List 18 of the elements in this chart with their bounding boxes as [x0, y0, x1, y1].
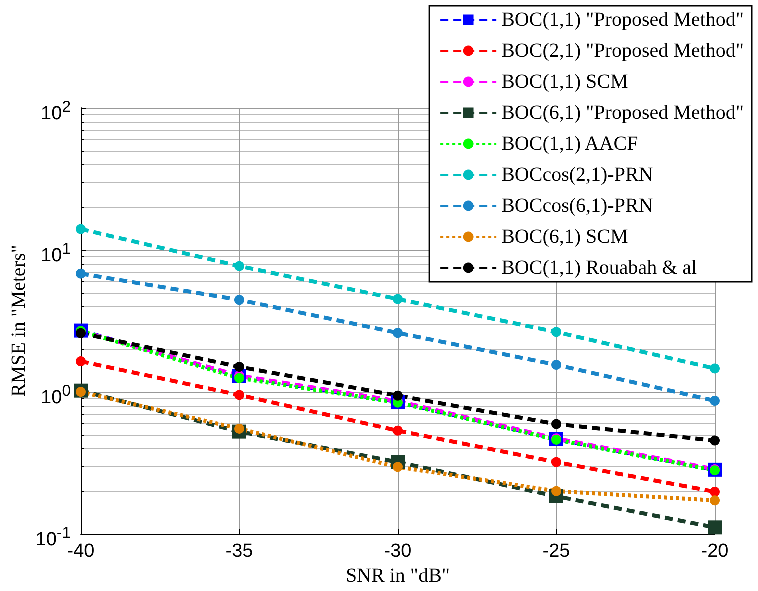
x-axis-title: SNR in "dB"	[346, 565, 450, 587]
legend-label: BOC(6,1) "Proposed Method"	[502, 102, 744, 124]
legend-label: BOC(2,1) "Proposed Method"	[502, 40, 744, 62]
y-tick-label: 10$^{2}$	[41, 98, 71, 126]
legend-label: BOCcos(6,1)-PRN	[502, 195, 654, 217]
x-tick-label: -20	[701, 541, 729, 562]
y-axis-title: RMSE in "Meters"	[8, 245, 30, 397]
y-tick-label: 10$^{1}$	[41, 240, 71, 268]
legend-label: BOC(1,1) SCM	[502, 71, 628, 93]
x-tick-label: -35	[226, 541, 254, 562]
legend-label: BOC(6,1) SCM	[502, 226, 628, 248]
x-tick-label: -30	[384, 541, 412, 562]
legend-label: BOC(1,1) AACF	[502, 133, 638, 155]
y-tick-label: 10$^{0}$	[41, 382, 71, 410]
x-tick-label: -25	[542, 541, 570, 562]
legend-label: BOC(1,1) "Proposed Method"	[502, 9, 744, 31]
legend-label: BOC(1,1) Rouabah & al	[502, 257, 698, 279]
legend-label: BOCcos(2,1)-PRN	[502, 164, 654, 186]
